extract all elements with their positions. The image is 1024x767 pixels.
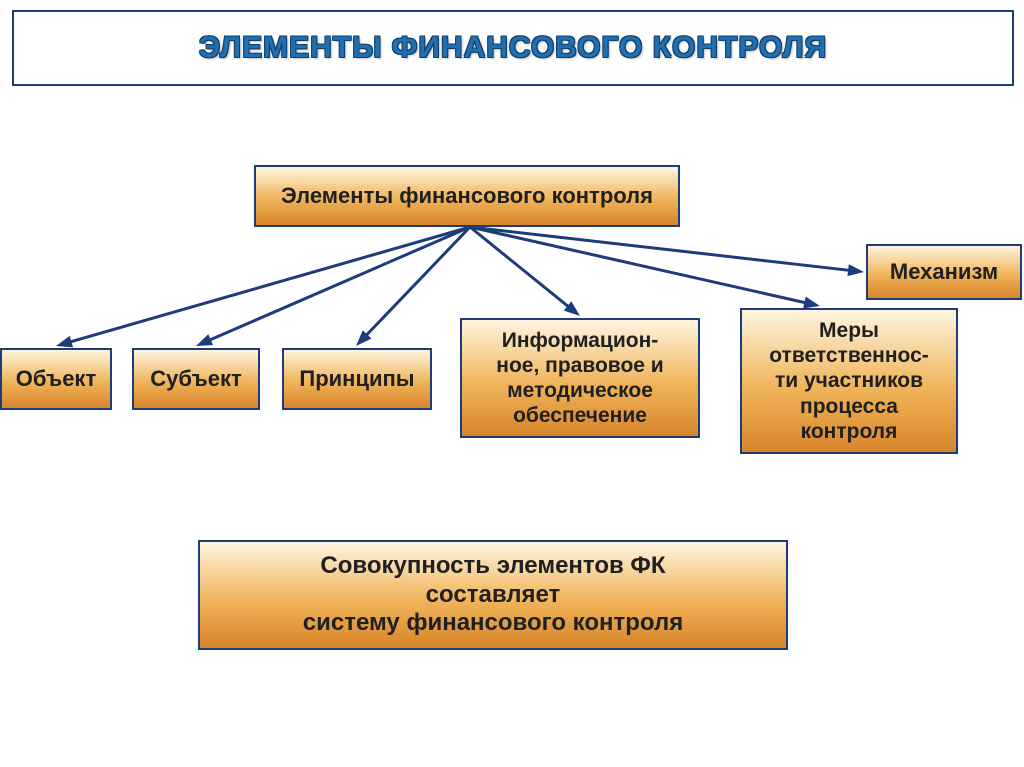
node-info-label: Информацион- ное, правовое и методическо…	[496, 328, 663, 429]
node-summary-label: Совокупность элементов ФК составляет сис…	[303, 552, 683, 638]
node-measures-label: Меры ответственнос- ти участников процес…	[769, 318, 929, 444]
node-info: Информацион- ное, правовое и методическо…	[460, 318, 700, 438]
node-root: Элементы финансового контроля	[254, 165, 680, 227]
node-principles-label: Принципы	[299, 366, 414, 392]
node-object-label: Объект	[16, 366, 96, 392]
node-mechanism-label: Механизм	[890, 259, 998, 285]
page-title-frame: ЭЛЕМЕНТЫ ФИНАНСОВОГО КОНТРОЛЯ	[12, 10, 1014, 86]
page-title: ЭЛЕМЕНТЫ ФИНАНСОВОГО КОНТРОЛЯ	[199, 31, 827, 65]
node-mechanism: Механизм	[866, 244, 1022, 300]
node-measures: Меры ответственнос- ти участников процес…	[740, 308, 958, 454]
diagram-canvas: { "canvas": { "width": 1024, "height": 7…	[0, 0, 1024, 767]
node-root-label: Элементы финансового контроля	[281, 183, 653, 209]
node-object: Объект	[0, 348, 112, 410]
node-summary: Совокупность элементов ФК составляет сис…	[198, 540, 788, 650]
node-principles: Принципы	[282, 348, 432, 410]
node-subject-label: Субъект	[150, 366, 241, 392]
node-subject: Субъект	[132, 348, 260, 410]
